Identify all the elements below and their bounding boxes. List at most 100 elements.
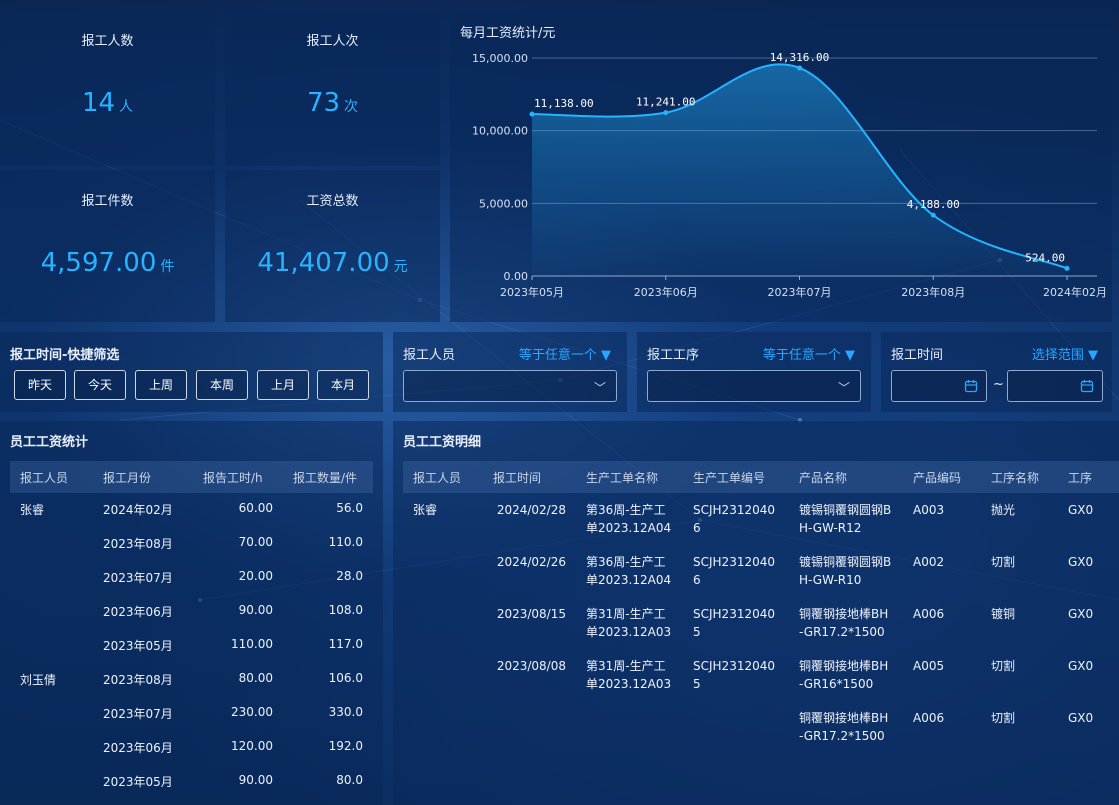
monthly-wage-chart-panel: 每月工资统计/元 0.00 5,000.00 10,000.00 15,000.00 … — [450, 10, 1112, 322]
column-header[interactable]: 报工月份 — [93, 461, 193, 493]
table-cell: 切割 — [991, 711, 1016, 725]
column-header[interactable]: 生产工单名称 — [576, 461, 683, 493]
wage-summary-panel: 员工工资统计 报工人员 报工月份 报告工时/h 报工数量/件 张睿 2024年02… — [0, 421, 383, 805]
stat-unit: 人 — [119, 99, 134, 115]
table-row[interactable]: 2023年06月 90.00 108.0 — [10, 595, 373, 629]
column-header[interactable]: 报告工时/h — [193, 461, 283, 493]
table-row[interactable]: 2023/08/08 第31周-生产工单2023.12A03 SCJH2312040… — [403, 649, 1119, 701]
table-row[interactable]: 2023年05月 110.00 117.0 — [10, 629, 373, 663]
table-row[interactable]: 2023年08月 70.00 110.0 — [10, 527, 373, 561]
calendar-icon — [964, 380, 978, 393]
table-row[interactable]: 张睿 2024/02/28 第36周-生产工单2023.12A04 SCJH23120… — [403, 493, 1119, 545]
table-cell: 抛光 — [991, 503, 1016, 517]
wage-detail-table: 报工人员 报工时间 生产工单名称 生产工单编号 产品名称 产品编码 工序名称 工… — [403, 461, 1119, 753]
table-row[interactable]: 2023/08/15 第31周-生产工单2023.12A03 SCJH2312040… — [403, 597, 1119, 649]
column-header[interactable]: 报工数量/件 — [283, 461, 373, 493]
chart-data-label: 14,316.00 — [770, 51, 830, 64]
column-header[interactable]: 生产工单编号 — [683, 461, 789, 493]
stat-card-worker-count: 报工人数 14 人 — [0, 10, 215, 166]
triangle-down-icon: ▼ — [601, 348, 611, 363]
stat-number: 4,597.00 — [40, 248, 157, 278]
x-tick-label: 2023年07月 — [768, 285, 832, 299]
stat-card-piece-count: 报工件数 4,597.00 件 — [0, 170, 215, 322]
column-header[interactable]: 产品编码 — [903, 461, 981, 493]
filter-last-month-button[interactable]: 上月 — [257, 370, 309, 400]
table-cell — [10, 765, 93, 799]
table-cell: SCJH23120405 — [693, 659, 776, 691]
column-header[interactable]: 工序 — [1058, 461, 1119, 493]
stat-value: 73 次 — [225, 88, 440, 118]
filter-yesterday-button[interactable]: 昨天 — [14, 370, 66, 400]
table-cell: 2023/08/15 — [496, 607, 566, 621]
chart-line — [531, 63, 1068, 270]
table-cell: GX0 — [1068, 607, 1094, 621]
worker-select[interactable]: ﹀ — [403, 370, 617, 402]
monthly-wage-area-chart: 0.00 5,000.00 10,000.00 15,000.00 2023年05月 2… — [472, 51, 1107, 299]
table-cell — [483, 701, 576, 753]
column-header[interactable]: 工序名称 — [981, 461, 1058, 493]
table-row[interactable]: 铜覆钢接地棒BH-GR17.2*1500 A006 切割 GX0 — [403, 701, 1119, 753]
stat-title: 报工件数 — [81, 194, 134, 209]
triangle-down-icon: ▼ — [1088, 348, 1098, 363]
filter-today-button[interactable]: 今天 — [74, 370, 126, 400]
chart-data-point[interactable] — [797, 65, 802, 71]
table-row[interactable]: 2023年07月 230.00 330.0 — [10, 697, 373, 731]
table-cell: GX0 — [1068, 659, 1094, 673]
filter-this-week-button[interactable]: 本周 — [196, 370, 248, 400]
stat-card-total-wage: 工资总数 41,407.00 元 — [225, 170, 440, 322]
y-tick-label: 15,000.00 — [472, 52, 528, 65]
process-select[interactable]: ﹀ — [647, 370, 861, 402]
table-cell — [10, 697, 93, 731]
table-cell: 镀锡铜覆钢圆钢BH-GW-R12 — [799, 503, 892, 535]
chart-data-label: 11,241.00 — [636, 96, 696, 109]
stat-number: 14 — [81, 88, 116, 118]
table-cell: 106.0 — [328, 671, 363, 685]
table-row[interactable]: 2023年05月 90.00 80.0 — [10, 765, 373, 799]
start-date-input[interactable] — [891, 370, 987, 402]
chart-data-point[interactable] — [529, 111, 535, 117]
table-cell: 90.00 — [238, 773, 273, 787]
stat-value: 4,597.00 件 — [0, 248, 215, 278]
table-cell — [10, 595, 93, 629]
worker-filter-mode-dropdown[interactable]: 等于任意一个 ▼ — [519, 344, 611, 363]
chart-area-fill — [532, 64, 1067, 276]
stat-number: 73 — [306, 88, 341, 118]
process-filter-panel: 报工工序 等于任意一个 ▼ ﹀ — [637, 332, 871, 412]
wage-detail-panel: 员工工资明细 报工人员 报工时间 生产工单名称 生产工单编号 产品名称 产品编码… — [393, 421, 1119, 805]
chart-data-point[interactable] — [663, 110, 669, 116]
x-tick-label: 2023年06月 — [634, 285, 698, 299]
time-filter-mode-dropdown[interactable]: 选择范围 ▼ — [1032, 344, 1098, 363]
x-tick-label: 2023年08月 — [901, 285, 965, 299]
chart-data-label: 4,188.00 — [907, 198, 960, 211]
table-row[interactable]: 张睿 2024年02月 60.00 56.0 — [10, 493, 373, 527]
chevron-down-icon: ﹀ — [837, 381, 850, 395]
quick-filter-title: 报工时间-快捷筛选 — [10, 348, 120, 363]
table-cell: SCJH23120406 — [693, 503, 776, 535]
end-date-input[interactable] — [1007, 370, 1103, 402]
chart-data-point[interactable] — [930, 212, 936, 218]
chart-data-point[interactable] — [1064, 265, 1070, 271]
column-header[interactable]: 产品名称 — [789, 461, 903, 493]
column-header[interactable]: 报工时间 — [483, 461, 576, 493]
table-cell — [10, 561, 93, 595]
table-cell: 第31周-生产工单2023.12A03 — [586, 607, 672, 639]
table-cell: A005 — [913, 659, 945, 673]
table-row[interactable]: 刘玉倩 2023年08月 80.00 106.0 — [10, 663, 373, 697]
column-header[interactable]: 报工人员 — [10, 461, 93, 493]
y-tick-label: 0.00 — [504, 270, 529, 283]
table-cell: 117.0 — [328, 637, 363, 651]
process-filter-mode-dropdown[interactable]: 等于任意一个 ▼ — [763, 344, 855, 363]
table-cell: 切割 — [991, 659, 1016, 673]
table-row[interactable]: 2023年06月 120.00 192.0 — [10, 731, 373, 765]
column-header[interactable]: 报工人员 — [403, 461, 483, 493]
process-filter-label: 报工工序 — [647, 348, 700, 363]
filter-this-month-button[interactable]: 本月 — [317, 370, 369, 400]
table-row[interactable]: 2023年07月 20.00 28.0 — [10, 561, 373, 595]
date-range-separator: ~ — [993, 377, 1004, 392]
table-cell — [576, 701, 683, 753]
table-row[interactable]: 2024/02/26 第36周-生产工单2023.12A04 SCJH2312040… — [403, 545, 1119, 597]
filter-last-week-button[interactable]: 上周 — [135, 370, 187, 400]
wage-summary-table: 报工人员 报工月份 报告工时/h 报工数量/件 张睿 2024年02月 60.00 5… — [10, 461, 373, 799]
table-cell: 2024/02/28 — [496, 503, 566, 517]
chart-data-label: 11,138.00 — [534, 97, 594, 110]
